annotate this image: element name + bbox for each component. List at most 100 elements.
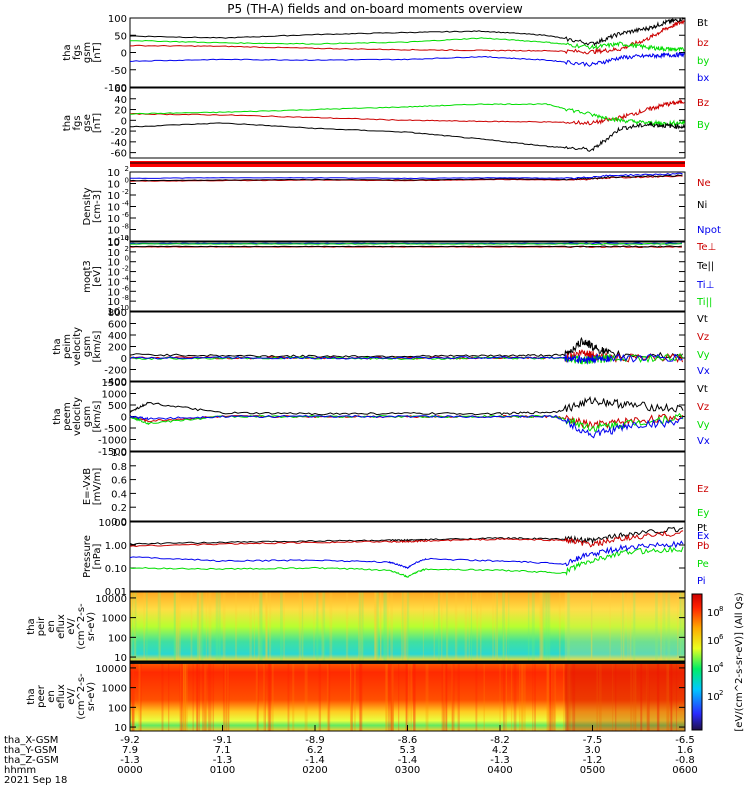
heatmap-peir-streak (540, 592, 543, 661)
heatmap-peir-streak (502, 592, 505, 661)
x-tick-label: -7.5 (583, 735, 603, 746)
x-tick-label: -1.2 (583, 755, 603, 766)
panel-efield (129, 451, 686, 522)
panel-fgs_gse-ytick-label: 40 (114, 95, 127, 106)
heatmap-peir-streak (173, 592, 176, 661)
panel-density-legend-1: Ni (697, 200, 707, 211)
heatmap-peer-streak (184, 662, 186, 731)
heatmap-peer-streak (520, 662, 524, 731)
heatmap-peir-streak (301, 592, 304, 661)
x-tick-label: 0600 (672, 765, 697, 776)
heatmap-peer-streak (390, 662, 394, 731)
heatmap-peer-streak (410, 662, 413, 731)
heatmap-peer-streak (640, 662, 643, 731)
panel-temperature-series-green (129, 242, 682, 246)
panel-pressure-legend-2: Pe (697, 559, 709, 570)
heatmap-peer-streak (425, 662, 429, 731)
colorbar-label: [eV/(cm^2-s-sr-eV)] (All Qs) (734, 592, 745, 731)
heatmap-peir-streak (476, 592, 479, 661)
x-tick-label: 4.2 (492, 745, 508, 756)
heatmap-peir-streak (158, 592, 161, 661)
panel-temperature-ytick-label: 10 (107, 307, 120, 318)
panel-peim_velocity-ylabel: [km/s] (92, 330, 103, 362)
x-tick-label: 5.3 (400, 745, 416, 756)
panel-temperature-legend-2: Ti⊥ (696, 280, 714, 291)
panel-peer_eflux-ylabel: peer (36, 684, 47, 708)
heatmap-peir-streak (358, 592, 361, 661)
panel-fgs_gse-ylabel: fgs (72, 115, 83, 130)
x-tick-label: -1.3 (120, 755, 140, 766)
heatmap-peer-streak (502, 662, 506, 731)
panel-peir_eflux-frame (129, 591, 686, 662)
heatmap-peir-streak (234, 592, 238, 661)
heatmap-peer-streak (547, 662, 550, 731)
panel-fgs_gse (129, 87, 686, 159)
heatmap-peer-streak (180, 662, 182, 731)
heatmap-peir-streak (622, 592, 624, 661)
panel-temperature-ytick-exp: -6 (122, 284, 130, 292)
heatmap-peer-streak (287, 662, 290, 731)
heatmap-peir-streak (679, 592, 683, 661)
heatmap-peir-field (130, 592, 685, 661)
heatmap-peir-streak (633, 592, 636, 661)
heatmap-peir-streak (656, 592, 658, 661)
heatmap-peer-streak (228, 662, 230, 731)
panel-pressure-ylabel: [nPa] (92, 543, 103, 569)
heatmap-peir-streak (143, 592, 146, 661)
x-tick-label: 0200 (302, 765, 327, 776)
heatmap-peir-streak (380, 592, 382, 661)
panel-peim_velocity-ytick-label: 600 (108, 320, 127, 331)
heatmap-peir-streak (222, 592, 226, 661)
heatmap-peer-streak (669, 662, 673, 731)
heatmap-peir-streak (313, 592, 315, 661)
heatmap-peir-streak (390, 592, 393, 661)
colorbar-tick-label: 10 (707, 664, 720, 675)
x-tick-label: 0000 (117, 765, 142, 776)
panel-pressure (129, 521, 686, 592)
heatmap-peir-streak (662, 592, 664, 661)
panel-fgs_gse-ytick-label: -60 (111, 149, 127, 160)
x-tick-label: 0400 (487, 765, 512, 776)
heatmap-peer-streak (550, 662, 552, 731)
x-tick-label: 7.9 (122, 745, 138, 756)
panel-peem_velocity-ylabel: gsm (82, 406, 93, 427)
heatmap-peir-streak (329, 592, 333, 661)
heatmap-peir-streak (422, 592, 424, 661)
panel-peir_eflux-ylabel: peir (36, 616, 47, 636)
heatmap-peer-streak (656, 662, 660, 731)
heatmap-peir-streak (590, 592, 593, 661)
panel-peim_velocity-ytick-label: 200 (108, 343, 127, 354)
heatmap-peer-streak (327, 662, 331, 731)
panel-temperature-ytick-exp: -8 (122, 294, 129, 302)
panel-fgs_gse-legend-1: By (697, 120, 710, 131)
heatmap-peir-streak (259, 592, 261, 661)
heatmap-peer-streak (596, 662, 599, 731)
panel-pressure-legend-0: Pt (697, 523, 707, 534)
panel-peem_velocity-ytick-label: 1500 (102, 378, 127, 389)
heatmap-peir-streak (261, 592, 263, 661)
heatmap-peer-streak (390, 662, 393, 731)
heatmap-peir-streak (373, 592, 377, 661)
panel-efield-ytick-label: 1.0 (111, 448, 127, 459)
panel-peim_velocity-legend-1: Vz (697, 332, 709, 343)
panel-pressure-ytick-label: 1.00 (105, 541, 127, 552)
panel-peim_velocity-ylabel: tha (52, 338, 63, 354)
heatmap-peer-streak (256, 662, 259, 731)
heatmap-peer-streak (132, 662, 135, 731)
heatmap-peer-streak (457, 662, 460, 731)
heatmap-peer-disturbed (564, 662, 685, 731)
heatmap-peir-streak (280, 592, 283, 661)
panel-density-ylabel: [cm-3] (92, 190, 103, 223)
panel-fgs_gsm-legend-2: by (697, 56, 709, 67)
panel-peer_eflux-ytick-label: 10000 (95, 664, 127, 675)
heatmap-peir-streak (437, 592, 440, 661)
heatmap-peir-streak (298, 592, 301, 661)
x-tick-label: -8.6 (398, 735, 418, 746)
heatmap-peer-streak (405, 662, 407, 731)
heatmap-peer-streak (385, 662, 389, 731)
heatmap-peir-streak (502, 592, 505, 661)
heatmap-peer-streak (398, 662, 400, 731)
panel-peim_velocity-ytick-label: 800 (108, 308, 127, 319)
heatmap-peer-streak (304, 662, 308, 731)
